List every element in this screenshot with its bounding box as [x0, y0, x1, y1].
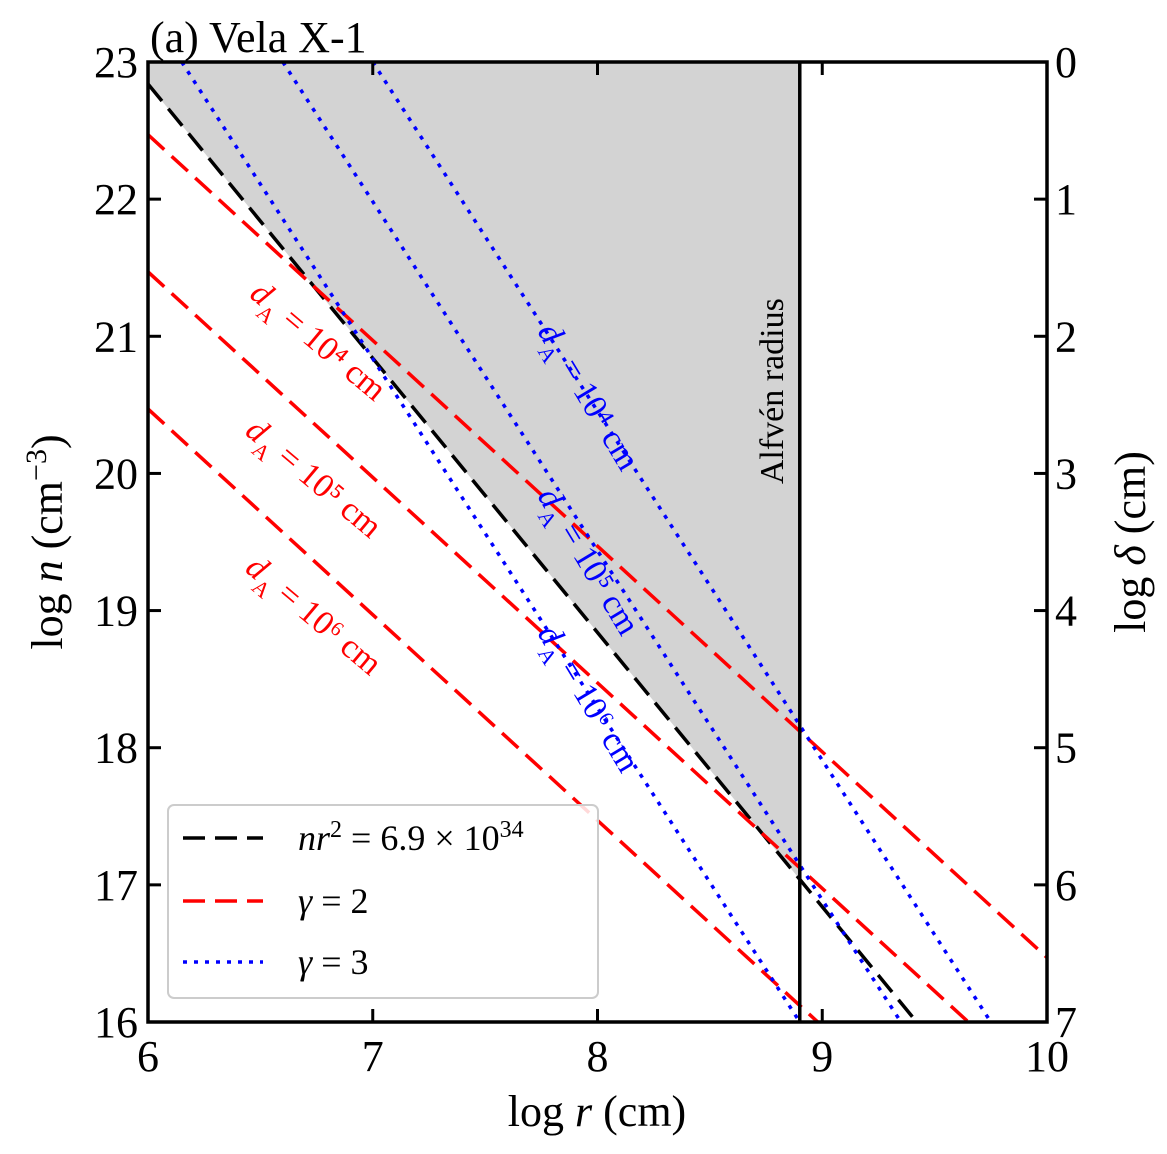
annotation-6: Alfvén radius [754, 298, 791, 484]
legend-label-gamma2: γ = 2 [298, 881, 369, 921]
y-right-tick-label: 7 [1055, 998, 1077, 1047]
legend: nr2 = 6.9 × 1034 γ = 2 γ = 3 [167, 804, 599, 999]
legend-box [167, 804, 599, 999]
annotation-2: dA = 10⁶ cm [234, 548, 388, 688]
y-tick-label: 19 [94, 587, 138, 636]
y-tick-label: 16 [94, 998, 138, 1047]
y-right-tick-label: 1 [1055, 175, 1077, 224]
shaded-region [148, 62, 800, 880]
x-tick-label: 7 [362, 1032, 384, 1081]
x-axis-label: log r (cm) [508, 1087, 686, 1136]
y-right-tick-label: 5 [1055, 724, 1077, 773]
x-tick-label: 8 [587, 1032, 609, 1081]
legend-label-gamma3: γ = 3 [298, 942, 369, 982]
series-line-1 [148, 133, 1047, 959]
series-line-5 [281, 62, 903, 1022]
annotation-1: dA = 10⁵ cm [234, 411, 388, 551]
series-line-0 [148, 82, 918, 1022]
y-tick-label: 21 [94, 312, 138, 361]
y-right-tick-label: 4 [1055, 587, 1077, 636]
series-layer [148, 62, 1047, 1022]
y-tick-label: 17 [94, 861, 138, 910]
y-right-tick-label: 3 [1055, 449, 1077, 498]
y-tick-label: 22 [94, 175, 138, 224]
y-axis-right-label: log δ (cm) [1106, 451, 1155, 633]
y-right-tick-label: 0 [1055, 38, 1077, 87]
y-right-tick-label: 2 [1055, 312, 1077, 361]
chart-title: (a) Vela X-1 [150, 13, 367, 62]
x-tick-label: 9 [811, 1032, 833, 1081]
y-tick-label: 20 [94, 449, 138, 498]
x-tick-label: 10 [1025, 1032, 1069, 1081]
y-tick-label: 23 [94, 38, 138, 87]
series-line-6 [180, 62, 802, 1022]
series-line-4 [371, 62, 993, 1022]
series-line-3 [148, 407, 819, 1022]
y-axis-label: log n (cm−3) [20, 434, 73, 649]
y-right-tick-label: 6 [1055, 861, 1077, 910]
y-tick-label: 18 [94, 724, 138, 773]
x-tick-label: 6 [137, 1032, 159, 1081]
